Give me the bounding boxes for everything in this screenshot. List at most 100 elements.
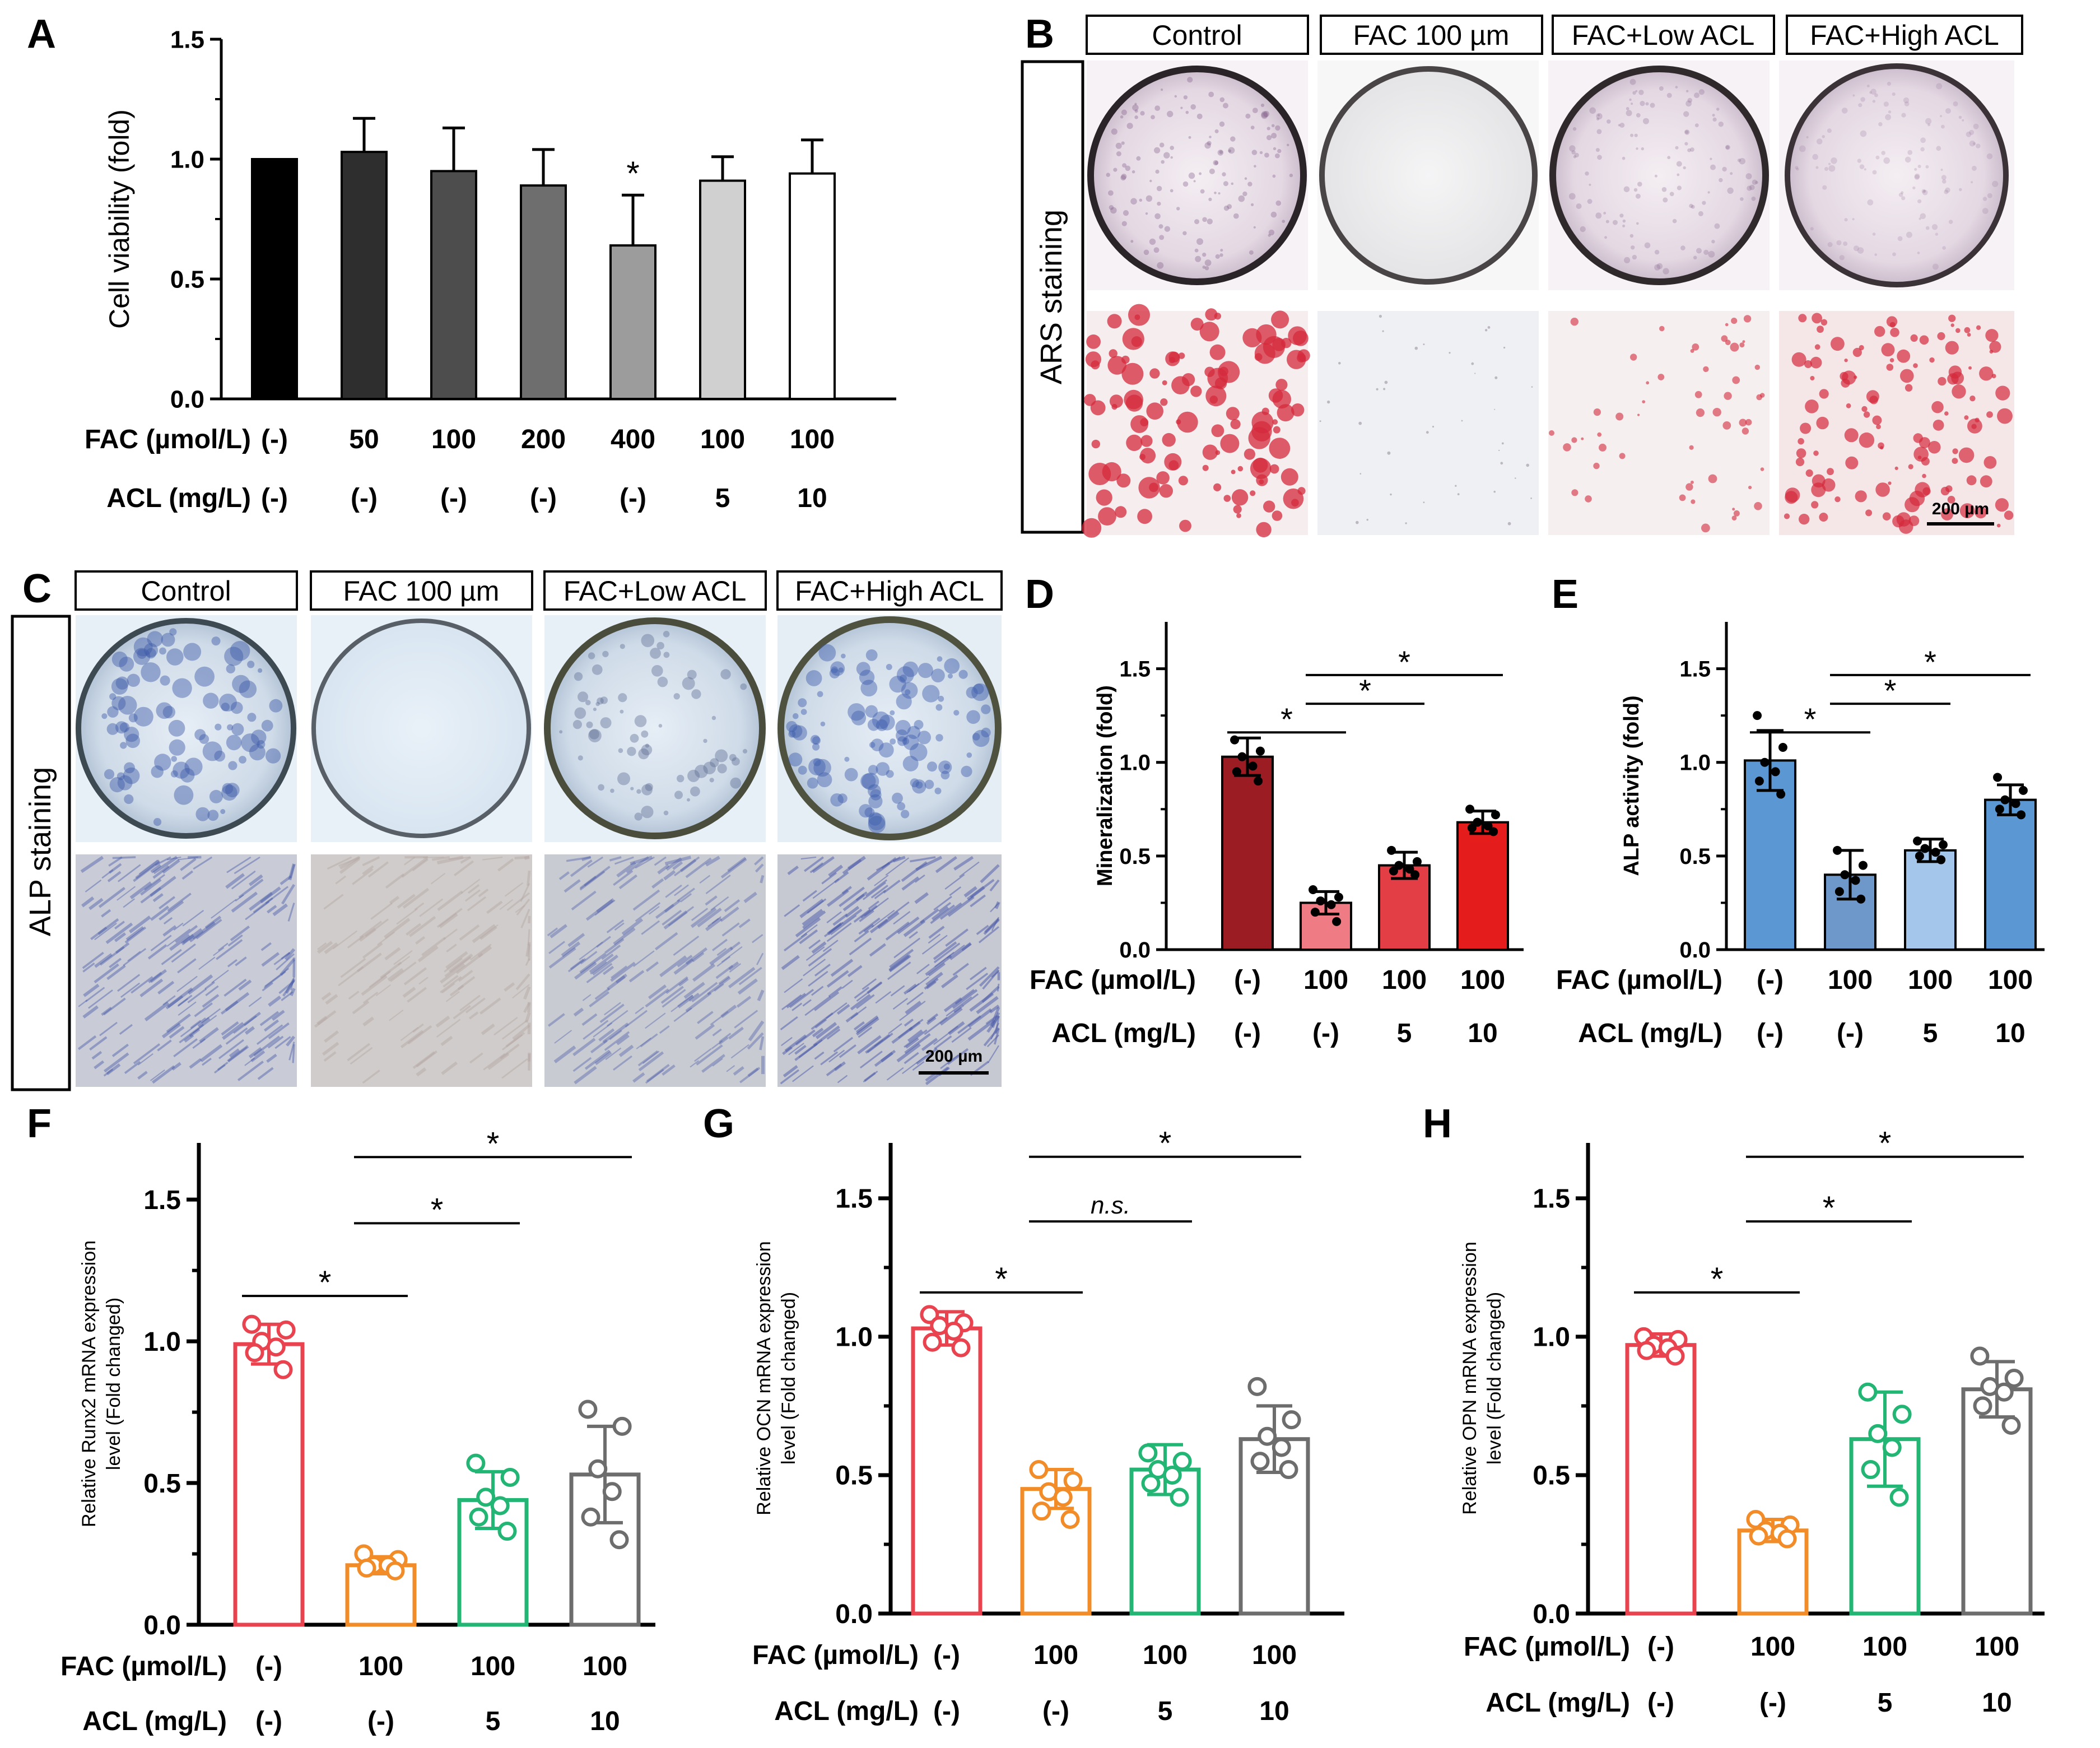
stain-spot: [1855, 490, 1867, 503]
stain-spot: [793, 713, 799, 719]
stain-streak: [101, 909, 111, 918]
stain-streak: [804, 996, 831, 1016]
stain-streak: [159, 896, 175, 910]
stain-spot: [1139, 454, 1146, 461]
stain-streak: [828, 864, 844, 877]
stain-streak: [217, 942, 229, 951]
stain-streak: [847, 856, 866, 870]
y-tick-label: 0.0: [835, 1600, 873, 1629]
y-axis-label: Relative Runx2 mRNA expression: [78, 1240, 100, 1527]
condition-value: 50: [349, 425, 379, 454]
stain-streak: [899, 1001, 926, 1021]
data-point: [273, 1360, 293, 1379]
stain-streak: [855, 1015, 879, 1034]
stain-spot: [1120, 115, 1124, 119]
stain-spot: [935, 704, 943, 711]
stain-spot: [673, 693, 680, 700]
stain-spot: [1449, 352, 1451, 354]
stain-streak: [712, 938, 728, 951]
stain-spot: [1722, 421, 1731, 430]
stain-spot: [1969, 129, 1975, 135]
stain-spot: [656, 641, 664, 650]
stain-streak: [603, 965, 614, 975]
stain-spot: [1597, 432, 1602, 437]
stain-spot: [115, 721, 128, 734]
stain-spot: [1132, 170, 1135, 174]
condition-value: (-): [1647, 1632, 1674, 1662]
stain-streak: [963, 886, 977, 898]
stain-spot: [902, 737, 910, 745]
stain-streak: [646, 1063, 670, 1082]
data-point: [1032, 1501, 1051, 1521]
stain-streak: [814, 964, 831, 977]
stain-streak: [672, 861, 683, 871]
stain-spot: [807, 777, 818, 789]
stain-streak: [826, 970, 849, 988]
data-point: [581, 1507, 600, 1527]
condition-row-header: FAC (µmol/L): [1030, 965, 1196, 995]
stain-streak: [199, 1027, 219, 1043]
stain-streak: [720, 906, 739, 922]
stain-spot: [1874, 93, 1878, 97]
stain-spot: [1900, 369, 1914, 383]
stain-spot: [1952, 458, 1958, 464]
stain-spot: [1271, 124, 1275, 128]
stain-spot: [111, 696, 126, 710]
condition-row-header: ACL (mg/L): [82, 1707, 227, 1736]
stain-streak: [730, 1044, 749, 1059]
data-point: [1760, 757, 1770, 767]
stain-spot: [859, 804, 873, 818]
stain-spot: [222, 783, 234, 794]
stain-spot: [1973, 123, 1979, 129]
stain-streak: [325, 994, 338, 1005]
alp-dish-control: [76, 618, 296, 839]
stain-streak: [248, 996, 262, 1007]
ars-col-label-box-control: [1086, 15, 1309, 55]
stain-streak: [435, 1015, 450, 1028]
stain-spot: [1883, 101, 1889, 107]
stain-streak: [356, 952, 382, 973]
stain-spot: [1358, 421, 1362, 425]
stain-spot: [1914, 168, 1917, 171]
stain-streak: [820, 1051, 839, 1066]
stain-streak: [961, 942, 972, 951]
bar: [789, 172, 836, 400]
stain-spot: [151, 765, 164, 778]
condition-value: (-): [1757, 1019, 1784, 1048]
stain-streak: [114, 921, 125, 929]
stain-spot: [1270, 211, 1277, 218]
stain-streak: [276, 953, 295, 970]
stain-spot: [1712, 117, 1717, 122]
stain-streak: [264, 1019, 279, 1032]
stain-spot: [829, 668, 840, 678]
stain-streak: [712, 1028, 722, 1036]
stain-spot: [1629, 78, 1636, 85]
data-point: [1995, 805, 2004, 814]
stain-spot: [917, 731, 931, 745]
stain-streak: [726, 1065, 735, 1072]
stain-streak: [106, 964, 126, 980]
stain-spot: [1277, 148, 1282, 154]
stain-spot: [1982, 208, 1989, 214]
stain-streak: [673, 958, 694, 975]
stain-spot: [1864, 168, 1866, 171]
stain-streak: [839, 1044, 856, 1058]
stain-streak: [738, 918, 751, 928]
condition-value: 10: [590, 1707, 620, 1736]
condition-value: 100: [1382, 965, 1427, 995]
stain-streak: [449, 953, 473, 973]
stain-streak: [547, 1013, 565, 1027]
y-tick-label: 1.0: [1533, 1323, 1570, 1352]
stain-spot: [1677, 173, 1680, 176]
stain-streak: [419, 898, 444, 917]
stain-streak: [747, 1067, 759, 1077]
data-point: [242, 1314, 262, 1334]
y-tick-label: 1.5: [1119, 657, 1151, 682]
stain-streak: [933, 896, 952, 911]
stain-streak: [512, 1024, 530, 1040]
stain-spot: [215, 723, 222, 731]
stain-streak: [685, 947, 707, 965]
data-point: [1332, 917, 1342, 926]
stain-streak: [938, 901, 952, 913]
stain-streak: [654, 856, 667, 866]
